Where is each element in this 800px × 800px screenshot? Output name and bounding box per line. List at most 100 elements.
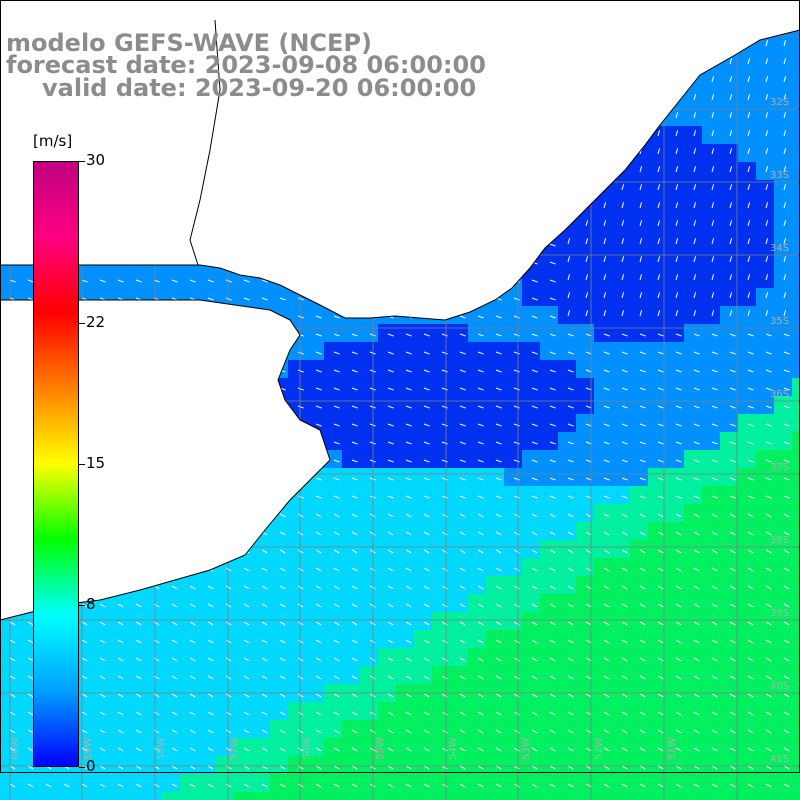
wind-arrow bbox=[225, 639, 232, 644]
wind-speed-cell bbox=[468, 540, 486, 558]
wind-arrow bbox=[729, 675, 736, 680]
wind-speed-cell bbox=[468, 486, 486, 504]
wind-speed-cell bbox=[36, 774, 54, 792]
wind-arrow bbox=[675, 351, 682, 355]
wind-arrow bbox=[405, 567, 412, 572]
wind-arrow bbox=[549, 657, 556, 662]
wind-speed-cell bbox=[684, 450, 702, 468]
wind-arrow bbox=[27, 711, 34, 716]
wind-speed-cell bbox=[414, 468, 432, 486]
wind-speed-cell bbox=[414, 522, 432, 540]
wind-speed-cell bbox=[738, 234, 756, 252]
wind-arrow bbox=[531, 783, 538, 788]
wind-speed-cell bbox=[468, 612, 486, 630]
wind-arrow bbox=[351, 333, 358, 337]
wind-speed-cell bbox=[432, 630, 450, 648]
wind-arrow bbox=[693, 513, 700, 518]
wind-speed-cell bbox=[432, 738, 450, 756]
wind-speed-cell bbox=[324, 702, 342, 720]
wind-speed-cell bbox=[504, 414, 522, 432]
wind-arrow bbox=[693, 567, 700, 572]
wind-speed-cell bbox=[396, 522, 414, 540]
wind-arrow bbox=[657, 567, 664, 572]
wind-speed-cell bbox=[756, 774, 774, 792]
wind-speed-cell bbox=[594, 666, 612, 684]
wind-arrow bbox=[711, 459, 718, 463]
wind-speed-cell bbox=[306, 558, 324, 576]
wind-speed-cell bbox=[342, 648, 360, 666]
wind-arrow bbox=[639, 585, 646, 590]
wind-arrow bbox=[693, 238, 697, 245]
wind-arrow bbox=[531, 405, 538, 409]
wind-speed-cell bbox=[396, 432, 414, 450]
wind-speed-cell bbox=[558, 702, 576, 720]
wind-speed-cell bbox=[288, 702, 306, 720]
wind-arrow bbox=[657, 441, 664, 445]
wind-speed-cell bbox=[720, 342, 738, 360]
wind-arrow bbox=[207, 297, 214, 301]
wind-arrow bbox=[693, 220, 697, 227]
wind-speed-cell bbox=[756, 306, 774, 324]
wind-arrow bbox=[423, 531, 430, 536]
wind-arrow bbox=[657, 693, 664, 698]
wind-speed-cell bbox=[108, 612, 126, 630]
wind-arrow bbox=[603, 531, 610, 536]
wind-speed-cell bbox=[504, 756, 522, 774]
wind-arrow bbox=[423, 693, 430, 698]
wind-arrow bbox=[495, 567, 502, 572]
wind-speed-cell bbox=[702, 432, 720, 450]
wind-arrow bbox=[711, 387, 718, 391]
wind-speed-cell bbox=[270, 630, 288, 648]
wind-arrow bbox=[639, 292, 643, 299]
wind-speed-cell bbox=[702, 558, 720, 576]
wind-speed-cell bbox=[450, 738, 468, 756]
wind-speed-cell bbox=[720, 360, 738, 378]
wind-arrow bbox=[423, 585, 430, 590]
wind-speed-cell bbox=[324, 540, 342, 558]
wind-arrow bbox=[495, 729, 502, 734]
wind-arrow bbox=[459, 315, 466, 319]
wind-arrow bbox=[135, 675, 142, 680]
wind-speed-cell bbox=[432, 360, 450, 378]
wind-arrow bbox=[549, 549, 556, 554]
wind-speed-cell bbox=[630, 756, 648, 774]
wind-arrow bbox=[729, 310, 733, 317]
wind-speed-cell bbox=[702, 666, 720, 684]
wind-speed-cell bbox=[774, 324, 792, 342]
wind-speed-cell bbox=[36, 792, 54, 800]
wind-speed-cell bbox=[576, 756, 594, 774]
wind-speed-cell bbox=[792, 288, 800, 306]
wind-arrow bbox=[765, 567, 772, 572]
wind-arrow bbox=[693, 711, 700, 716]
wind-speed-cell bbox=[252, 702, 270, 720]
wind-arrow bbox=[459, 513, 466, 518]
wind-speed-cell bbox=[108, 648, 126, 666]
wind-speed-cell bbox=[234, 702, 252, 720]
wind-arrow bbox=[531, 747, 538, 752]
wind-arrow bbox=[657, 333, 664, 337]
wind-speed-cell bbox=[144, 774, 162, 792]
wind-speed-cell bbox=[666, 666, 684, 684]
wind-speed-cell bbox=[576, 738, 594, 756]
wind-arrow bbox=[675, 333, 682, 337]
wind-arrow bbox=[603, 621, 610, 626]
wind-speed-cell bbox=[180, 630, 198, 648]
wind-arrow bbox=[747, 459, 754, 463]
wind-arrow bbox=[387, 333, 394, 337]
wind-speed-cell bbox=[756, 162, 774, 180]
longitude-label: 55W bbox=[375, 737, 386, 760]
wind-speed-cell bbox=[594, 288, 612, 306]
wind-speed-cell bbox=[144, 630, 162, 648]
wind-speed-cell bbox=[18, 612, 36, 630]
wind-arrow bbox=[729, 130, 733, 137]
wind-speed-cell bbox=[756, 648, 774, 666]
wind-speed-cell bbox=[774, 216, 792, 234]
wind-arrow bbox=[243, 675, 250, 680]
wind-speed-cell bbox=[720, 630, 738, 648]
wind-arrow bbox=[747, 292, 751, 299]
wind-arrow bbox=[387, 423, 394, 427]
wind-speed-cell bbox=[576, 216, 594, 234]
wind-arrow bbox=[675, 495, 682, 499]
wind-arrow bbox=[477, 405, 484, 409]
wind-arrow bbox=[477, 477, 484, 481]
